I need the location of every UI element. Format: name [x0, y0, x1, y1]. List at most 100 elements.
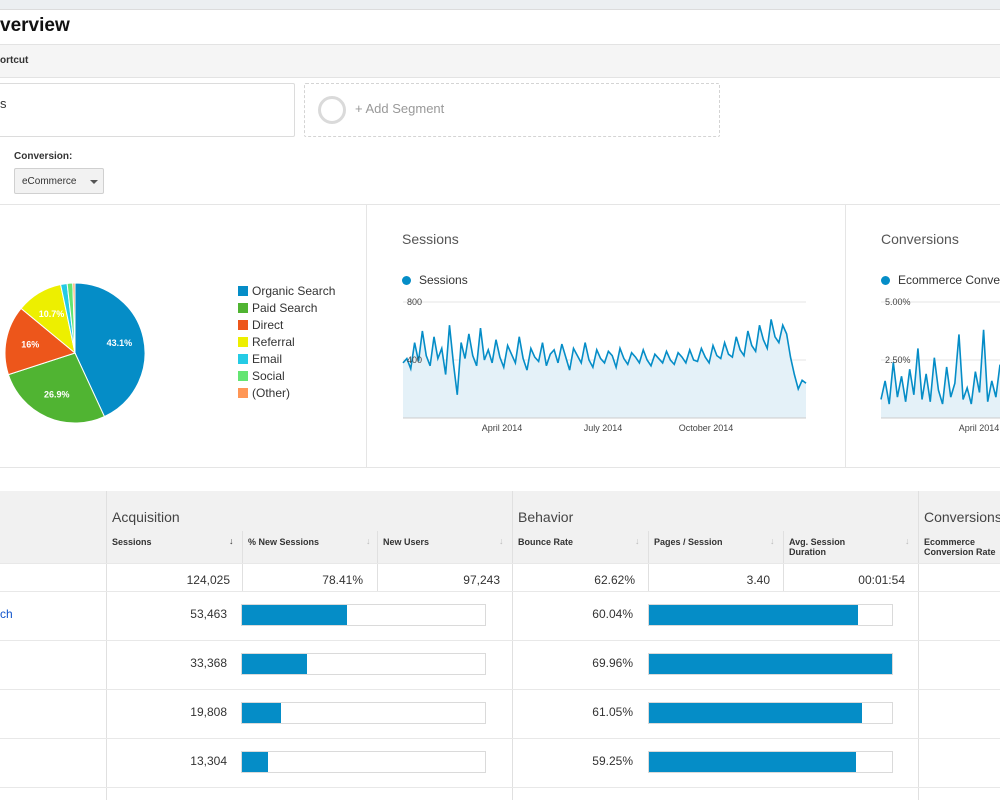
sort-icon[interactable]: ↓	[905, 536, 910, 546]
total-new-sessions: 78.41%	[322, 573, 363, 587]
col-header-new-users[interactable]: New Users	[383, 537, 430, 547]
conversions-legend-label: Ecommerce Conver	[898, 273, 1000, 287]
legend-label: Paid Search	[252, 301, 318, 315]
conversions-line-chart: 5.00% 2.50% April 2014	[880, 297, 1000, 433]
sort-icon[interactable]: ↓	[366, 536, 371, 546]
legend-item[interactable]: Direct	[238, 318, 335, 335]
col-divider	[377, 531, 378, 591]
pages-session-bar	[648, 604, 893, 626]
segment-card[interactable]	[0, 83, 295, 137]
legend-item[interactable]: Referral	[238, 335, 335, 352]
legend-item[interactable]: (Other)	[238, 386, 335, 403]
pages-session-bar-fill	[649, 703, 862, 723]
segment-name: s	[0, 96, 7, 111]
col-header-avg-duration[interactable]: Avg. Session Duration	[789, 537, 846, 557]
charts-divider-1	[366, 205, 367, 467]
add-segment-circle-icon	[318, 96, 346, 124]
col-divider	[242, 531, 243, 591]
conversions-legend-dot	[881, 276, 890, 285]
add-segment-button[interactable]	[304, 83, 720, 137]
pie-legend: Organic Search Paid Search Direct Referral E…	[238, 284, 335, 403]
legend-item[interactable]: Email	[238, 352, 335, 369]
col-header-new-sessions[interactable]: % New Sessions	[248, 537, 320, 547]
row-bounce-rate: 60.04%	[592, 607, 633, 621]
col-header-conversion-rate[interactable]: Ecommerce Conversion Rate	[924, 537, 996, 557]
row-bounce-rate: 69.96%	[592, 656, 633, 670]
row-divider	[0, 787, 1000, 788]
pie-slice-label: 43.1%	[107, 338, 133, 348]
x-tick-label: April 2014	[482, 423, 523, 433]
legend-swatch	[238, 337, 248, 347]
shortcut-bar	[0, 44, 1000, 78]
row-label-link[interactable]: ch	[0, 607, 13, 621]
add-segment-label: + Add Segment	[355, 101, 445, 116]
y-tick-label: 5.00%	[885, 297, 911, 307]
sessions-share-bar	[241, 604, 486, 626]
pie-slice-other[interactable]	[72, 282, 76, 354]
row-divider	[0, 689, 1000, 690]
y-tick-label: 800	[407, 297, 422, 307]
pages-session-bar	[648, 653, 893, 675]
sort-icon[interactable]: ↓	[635, 536, 640, 546]
row-divider	[0, 640, 1000, 641]
row-sessions: 13,304	[190, 754, 227, 768]
legend-label: Organic Search	[252, 284, 336, 298]
top-strip	[0, 0, 1000, 10]
pie-slice-organic-search[interactable]	[74, 282, 146, 418]
col-header-pages-session[interactable]: Pages / Session	[654, 537, 723, 547]
channel-pie-chart: 43.1% 26.9% 16% 10.7%	[4, 282, 146, 424]
legend-item[interactable]: Social	[238, 369, 335, 386]
sessions-share-bar	[241, 653, 486, 675]
total-pages-session: 3.40	[746, 573, 770, 587]
col-header-sessions[interactable]: Sessions	[112, 537, 152, 547]
sort-desc-icon[interactable]: ↓	[229, 536, 234, 546]
conversion-label: Conversion:	[14, 151, 73, 162]
sessions-share-bar	[241, 702, 486, 724]
legend-item[interactable]: Paid Search	[238, 301, 335, 318]
pie-slice-label: 10.7%	[39, 309, 65, 319]
sort-icon[interactable]: ↓	[770, 536, 775, 546]
col-divider	[512, 491, 513, 800]
sessions-share-bar-fill	[242, 703, 281, 723]
legend-label: Direct	[252, 318, 284, 332]
group-behavior: Behavior	[518, 509, 574, 525]
pages-session-bar-fill	[649, 654, 892, 674]
conversion-dropdown[interactable]	[14, 168, 104, 194]
pie-slice-label: 26.9%	[44, 390, 70, 400]
sessions-share-bar	[241, 751, 486, 773]
sessions-share-bar-fill	[242, 654, 308, 674]
sort-icon[interactable]: ↓	[499, 536, 504, 546]
series-area	[403, 319, 806, 418]
legend-swatch	[238, 320, 248, 330]
x-tick-label: October 2014	[679, 423, 734, 433]
x-tick-label: April 2014	[959, 423, 1000, 433]
charts-divider-2	[845, 205, 846, 467]
shortcut-link[interactable]: ortcut	[0, 55, 29, 66]
y-tick-label: 2.50%	[885, 355, 911, 365]
row-divider	[0, 738, 1000, 739]
row-divider	[0, 563, 1000, 564]
pie-slice-label: 16%	[21, 339, 39, 349]
legend-swatch	[238, 286, 248, 296]
legend-label: Social	[252, 369, 285, 383]
series-line	[402, 319, 807, 395]
row-sessions: 53,463	[190, 607, 227, 621]
charts-bottom-border	[0, 467, 1000, 468]
col-divider	[648, 531, 649, 591]
series-line	[880, 329, 1000, 405]
legend-swatch	[238, 354, 248, 364]
legend-label: (Other)	[252, 386, 291, 400]
legend-swatch	[238, 388, 248, 398]
pages-session-bar	[648, 751, 893, 773]
sessions-legend-dot	[402, 276, 411, 285]
pie-slice-direct[interactable]	[4, 307, 77, 376]
row-sessions: 19,808	[190, 705, 227, 719]
legend-item[interactable]: Organic Search	[238, 284, 335, 301]
col-divider	[783, 531, 784, 591]
pie-slice-paid-search[interactable]	[7, 352, 106, 424]
page-title: verview	[0, 15, 70, 36]
total-new-users: 97,243	[463, 573, 500, 587]
sessions-share-bar-fill	[242, 605, 347, 625]
conversion-dropdown-value: eCommerce	[22, 176, 77, 187]
col-header-bounce-rate[interactable]: Bounce Rate	[518, 537, 574, 547]
